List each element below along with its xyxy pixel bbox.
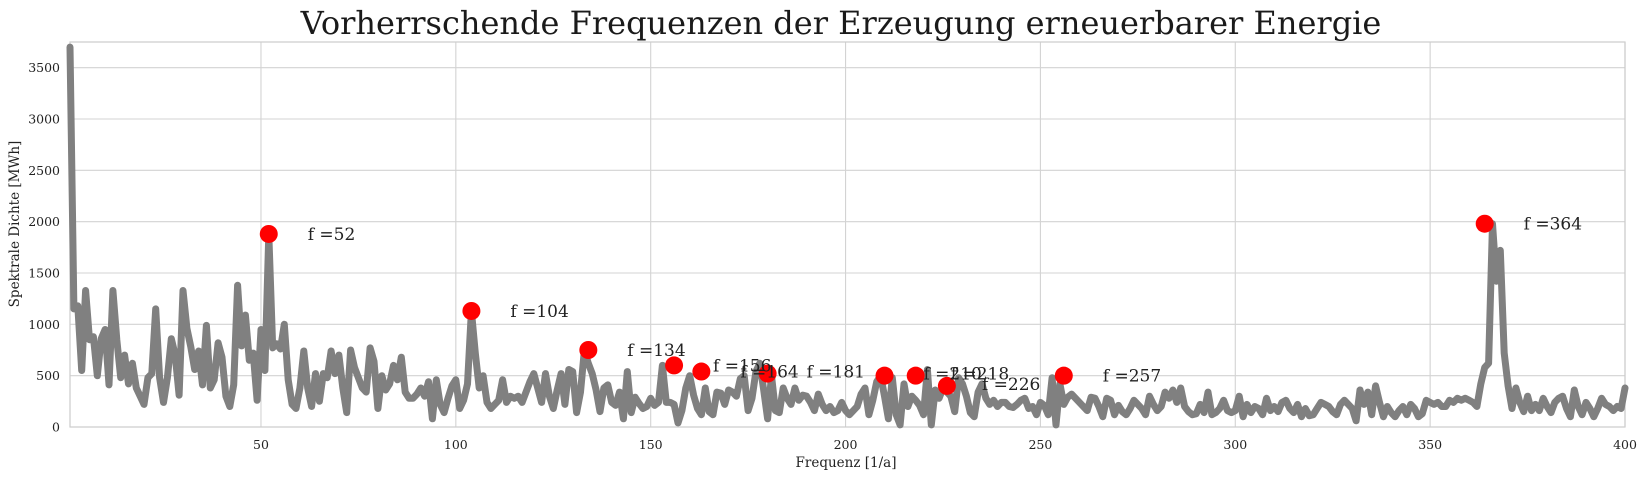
grid [70,42,1626,428]
y-ticks: 0 500 1000 1500 2000 2500 3000 3500 [28,60,60,434]
x-tick-label: 200 [834,437,858,452]
y-tick-label: 1500 [28,266,60,281]
peak-marker [579,341,598,359]
y-tick-label: 2500 [28,163,60,178]
x-tick-label: 100 [444,437,468,452]
peak-label: f =134 [627,341,685,361]
peak-marker [259,224,278,243]
peak-marker [692,362,711,381]
peak-label: f =364 [1524,215,1582,235]
peak-marker [906,366,925,385]
x-tick-label: 250 [1028,437,1052,452]
peak-marker [758,364,777,383]
peak-marker [937,376,956,395]
peak-label: f =156 [713,356,771,376]
x-tick-label: 400 [1613,437,1637,452]
chart-title: Vorherrschende Frequenzen der Erzeugung … [300,4,1382,42]
peak-label: f =226 [982,375,1040,395]
y-tick-label: 1000 [28,317,60,332]
series-line [66,43,1629,429]
peak-marker [462,301,481,320]
x-tick-label: 350 [1418,437,1442,452]
peak-label: f =257 [1103,367,1161,387]
y-tick-label: 3000 [28,112,60,127]
y-axis-label: Spektrale Dichte [MWh] [7,141,23,308]
peak-label: f =104 [510,302,568,322]
x-ticks: 50 100 150 200 250 300 350 400 [253,437,1637,452]
x-axis-label: Frequenz [1/a] [796,455,897,471]
y-tick-label: 500 [36,368,60,383]
x-tick-label: 150 [639,437,663,452]
peak-label: f =52 [308,225,356,245]
peak-marker [875,366,894,385]
peak-label: f =210 [923,365,981,385]
y-tick-label: 0 [52,420,60,435]
peak-marker [665,356,684,375]
x-tick-label: 50 [253,437,269,452]
y-tick-label: 3500 [28,60,60,75]
peak-markers [259,214,1494,395]
peak-marker [1475,214,1494,233]
peak-label: f =181 [807,363,865,383]
x-tick-label: 300 [1223,437,1247,452]
peak-label: f =164 [740,363,798,383]
peak-marker [1054,366,1073,385]
peak-label: f =218 [951,365,1009,385]
y-tick-label: 2000 [28,214,60,229]
